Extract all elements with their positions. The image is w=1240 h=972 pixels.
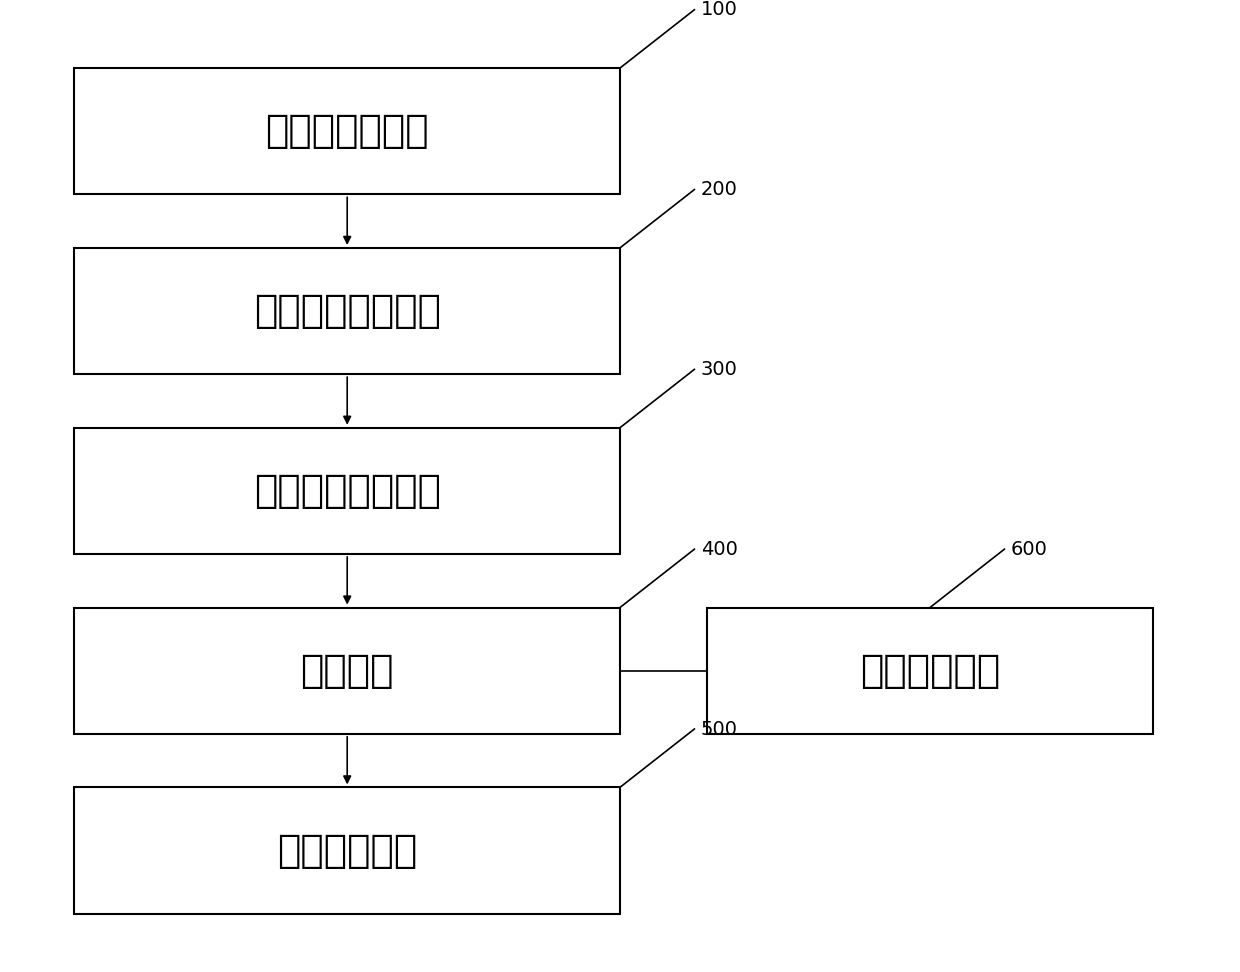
Bar <box>707 608 1153 734</box>
Text: 第二更新单元: 第二更新单元 <box>859 651 1001 690</box>
Text: 第一更新单元: 第一更新单元 <box>277 831 418 870</box>
Text: 100: 100 <box>701 0 738 19</box>
Text: 差分相移保存单元: 差分相移保存单元 <box>254 471 440 510</box>
Text: 差分相移统计单元: 差分相移统计单元 <box>254 292 440 330</box>
Bar <box>74 68 620 194</box>
Text: 200: 200 <box>701 180 738 199</box>
Text: 距离库确定单元: 距离库确定单元 <box>265 112 429 151</box>
Text: 500: 500 <box>701 719 738 739</box>
Text: 600: 600 <box>1011 539 1048 559</box>
Bar <box>74 608 620 734</box>
Text: 300: 300 <box>701 360 738 379</box>
Bar <box>74 787 620 914</box>
Text: 400: 400 <box>701 539 738 559</box>
Text: 比较单元: 比较单元 <box>300 651 394 690</box>
Bar <box>74 428 620 554</box>
Bar <box>74 248 620 374</box>
